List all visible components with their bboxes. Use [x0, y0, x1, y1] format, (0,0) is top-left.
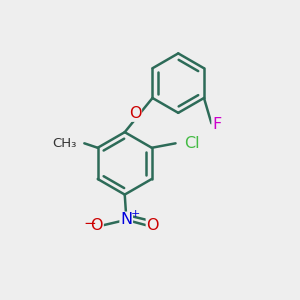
Text: +: + [130, 209, 140, 219]
Text: N: N [120, 212, 132, 227]
Text: O: O [91, 218, 103, 233]
Text: Cl: Cl [184, 136, 200, 151]
Text: O: O [146, 218, 159, 233]
Text: −: − [84, 216, 97, 231]
Text: O: O [129, 106, 141, 121]
Text: F: F [212, 117, 221, 132]
Text: CH₃: CH₃ [52, 137, 76, 150]
